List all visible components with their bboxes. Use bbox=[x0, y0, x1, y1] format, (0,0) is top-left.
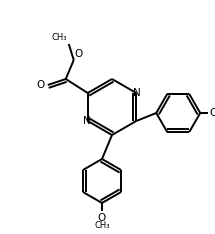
Text: O: O bbox=[209, 108, 215, 118]
Text: N: N bbox=[133, 88, 141, 98]
Text: CH₃: CH₃ bbox=[51, 33, 67, 42]
Text: O: O bbox=[75, 49, 83, 59]
Text: N: N bbox=[83, 116, 91, 126]
Text: O: O bbox=[98, 213, 106, 223]
Text: CH₃: CH₃ bbox=[94, 221, 110, 230]
Text: O: O bbox=[37, 80, 45, 90]
